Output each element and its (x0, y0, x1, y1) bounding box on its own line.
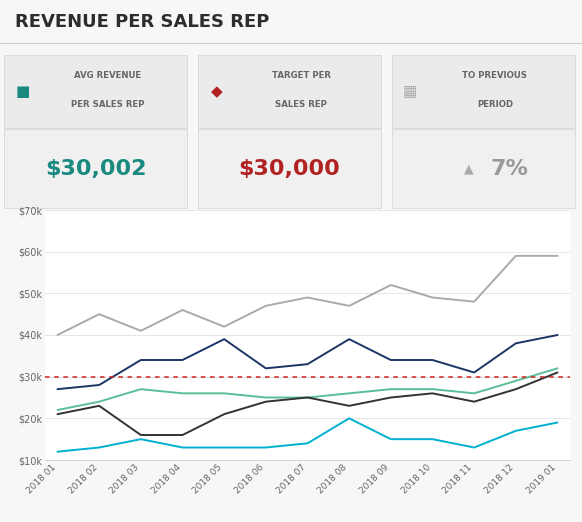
Text: ■: ■ (16, 84, 30, 99)
Text: PER SALES REP: PER SALES REP (70, 100, 144, 109)
Bar (198, 129, 381, 208)
Bar (4, 129, 187, 208)
Bar (198, 55, 381, 127)
Text: $30,002: $30,002 (45, 159, 147, 179)
Text: REVENUE PER SALES REP: REVENUE PER SALES REP (15, 13, 269, 31)
Text: ▲: ▲ (464, 162, 474, 175)
Text: ▦: ▦ (403, 84, 417, 99)
Text: ◆: ◆ (211, 84, 222, 99)
Text: 7%: 7% (491, 159, 528, 179)
Text: TO PREVIOUS: TO PREVIOUS (463, 70, 527, 80)
Bar (392, 129, 575, 208)
Text: $30,000: $30,000 (239, 159, 340, 179)
Text: PERIOD: PERIOD (477, 100, 513, 109)
Bar (4, 55, 187, 127)
Text: TARGET PER: TARGET PER (272, 70, 331, 80)
Bar (392, 55, 575, 127)
Text: SALES REP: SALES REP (275, 100, 327, 109)
Text: AVG REVENUE: AVG REVENUE (74, 70, 141, 80)
